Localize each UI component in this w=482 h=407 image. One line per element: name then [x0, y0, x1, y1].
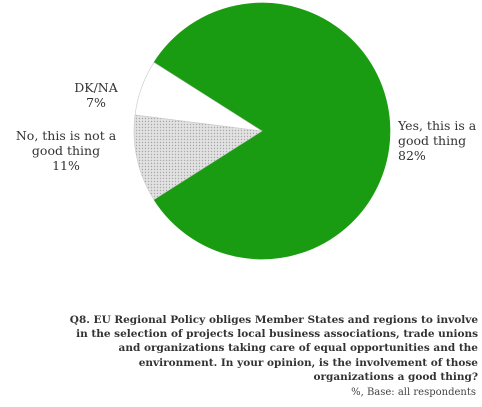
slice-label-no: No, this is not a good thing 11% [2, 128, 130, 173]
question-line: in the selection of projects local busin… [76, 328, 478, 341]
pie-slice-no [133, 114, 263, 201]
slice-value-label: 11% [52, 158, 80, 173]
slice-label-yes: Yes, this is a good thing 82% [398, 118, 480, 163]
slice-value-label: 7% [86, 95, 106, 110]
pie-slice-dk-na [134, 61, 263, 132]
question-line: Q8. EU Regional Policy obliges Member St… [69, 314, 478, 326]
base-note: %, Base: all respondents [351, 387, 476, 398]
slice-label-text: Yes, this is a [398, 118, 477, 133]
question-line: environment. In your opinion, is the inv… [138, 356, 478, 369]
pie-slice-yes [153, 2, 391, 260]
slice-label-text: good thing [31, 143, 101, 158]
pie-chart [133, 2, 391, 260]
slice-label-text: DK/NA [74, 80, 118, 95]
slice-label-text: good thing [398, 133, 467, 148]
question-text: Q8. EU Regional Policy obliges Member St… [60, 313, 478, 384]
question-line: and organizations taking care of equal o… [118, 342, 478, 355]
slice-label-text: No, this is not a [15, 128, 117, 143]
slice-value-label: 82% [398, 148, 426, 163]
slice-label-dk-na: DK/NA 7% [56, 80, 136, 110]
question-line: organizations a good thing? [313, 370, 478, 383]
